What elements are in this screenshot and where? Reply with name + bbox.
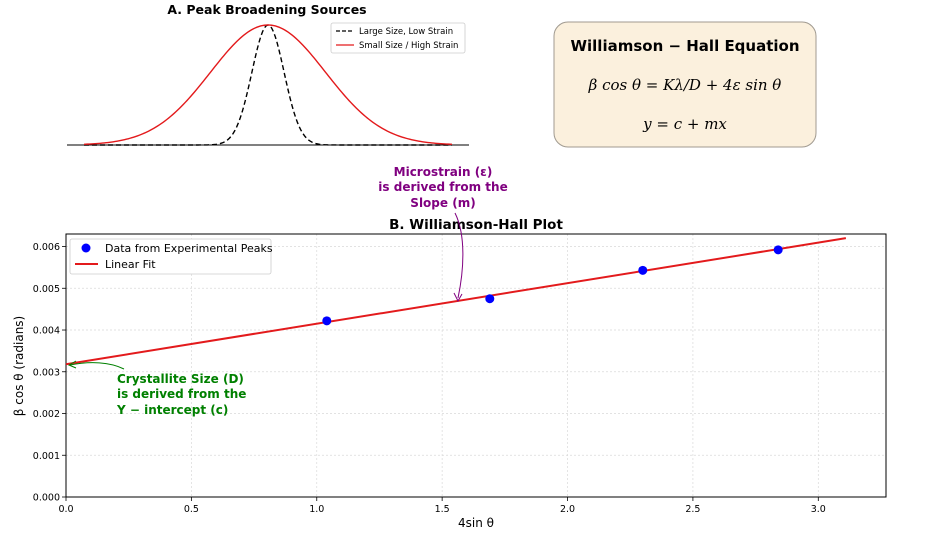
y-tick-label: 0.000 [33,493,60,504]
equation-box-frame [553,21,817,148]
microstrain-arrow-head [453,292,463,303]
x-tick-label: 1.5 [435,504,450,515]
y-axis-label: β cos θ (radians) [12,316,26,416]
y-tick-label: 0.003 [33,367,60,378]
x-tick-label: 2.0 [560,504,575,515]
panel-b-legend: Data from Experimental Peaks Linear Fit [69,238,273,275]
linear-fit-series [65,237,847,366]
panel-b-williamson-hall: B. Williamson-Hall Plot 0.0 0.5 1.0 1.5 2.0 2… [12,165,887,530]
y-tick-label: 0.004 [33,326,60,337]
panel-a-peak-broadening: A. Peak Broadening Sources Large Size, L… [67,2,469,146]
legend-label-linear-fit: Linear Fit [105,258,156,271]
x-tick-label: 0.0 [58,504,73,515]
crystallite-annotation-line-2: is derived from the [117,387,246,401]
legend-marker-data-points [81,243,91,253]
panel-b-ticks: 0.0 0.5 1.0 1.5 2.0 2.5 3.0 0.000 0.001 0.002 0.00… [33,242,826,515]
data-point [638,265,648,275]
x-tick-label: 1.0 [309,504,324,515]
data-points-series [322,245,783,326]
x-axis-label: 4sin θ [458,516,494,530]
data-point [773,245,783,255]
y-tick-label: 0.001 [33,451,60,462]
data-point [485,294,495,304]
microstrain-annotation: Microstrain (ε) is derived from the Slop… [378,165,508,303]
crystallite-arrow-head [67,360,77,369]
peak-curve-small-size [83,24,453,145]
panel-a-title: A. Peak Broadening Sources [167,2,366,17]
x-tick-label: 0.5 [184,504,199,515]
x-tick-label: 2.5 [685,504,700,515]
y-tick-label: 0.006 [33,242,60,253]
panel-a-legend: Large Size, Low Strain Small Size / High… [330,22,466,54]
equation-box-title: Williamson − Hall Equation [570,37,799,55]
peak-curves [83,24,453,146]
panel-b-plot-area [65,233,887,498]
microstrain-annotation-line-1: Microstrain (ε) [394,165,493,179]
crystallite-annotation-line-1: Crystallite Size (D) [117,372,244,386]
crystallite-annotation: Crystallite Size (D) is derived from the… [67,360,246,417]
crystallite-annotation-line-3: Y − intercept (c) [116,403,228,417]
linear-fit-line [65,237,847,366]
microstrain-annotation-line-2: is derived from the [378,180,507,194]
x-tick-label: 3.0 [811,504,826,515]
crystallite-arrow [69,362,125,370]
legend-label-data-points: Data from Experimental Peaks [105,242,273,255]
y-tick-label: 0.002 [33,409,60,420]
panel-b-title: B. Williamson-Hall Plot [389,217,563,233]
equation-linear-form: y = c + mx [642,115,727,133]
data-point [322,316,332,326]
microstrain-annotation-line-3: Slope (m) [410,196,475,210]
equation-wh-formula: β cos θ = Kλ/D + 4ε sin θ [588,76,782,94]
legend-label-large-size: Large Size, Low Strain [359,27,453,37]
legend-label-small-size: Small Size / High Strain [359,41,458,51]
y-tick-label: 0.005 [33,284,60,295]
microstrain-arrow [454,212,464,299]
equation-box: Williamson − Hall Equation β cos θ = Kλ/… [553,21,817,148]
